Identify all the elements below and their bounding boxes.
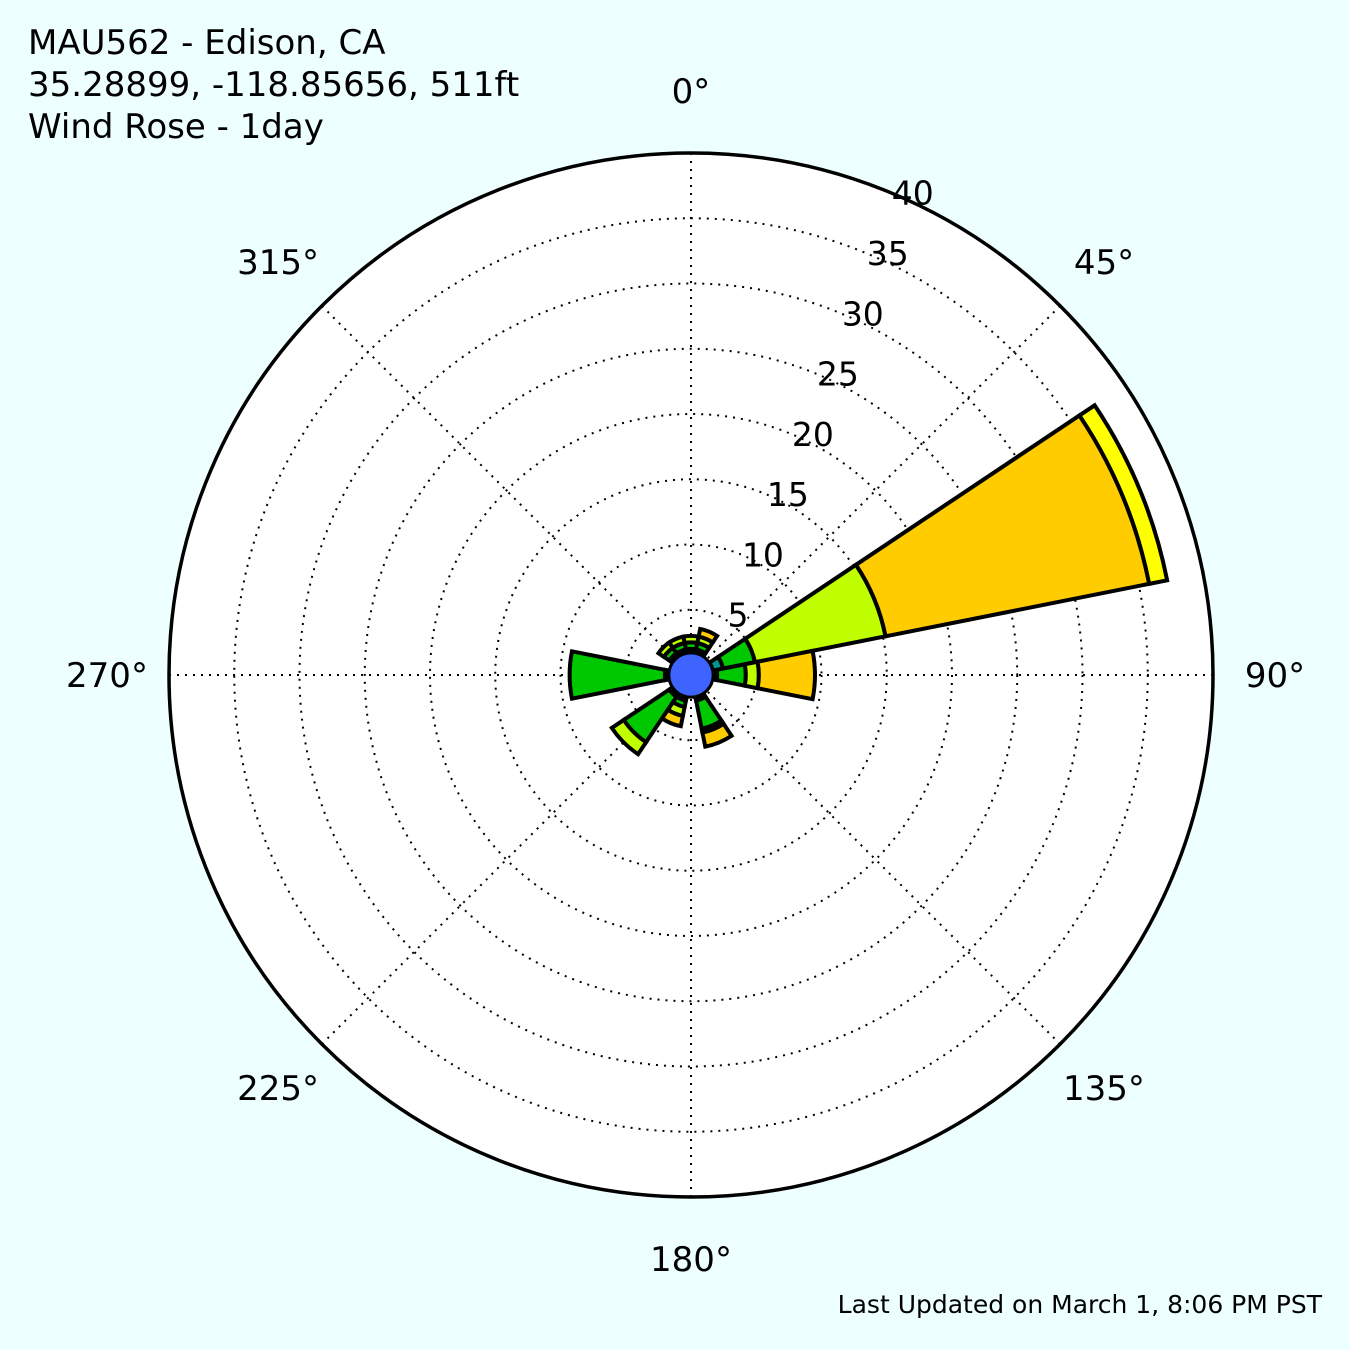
angle-tick-label-135: 135° <box>1063 1069 1145 1109</box>
sector-90-bin-2 <box>714 661 748 689</box>
radial-gridline-20 <box>429 413 953 937</box>
chart-title: Wind Rose - 1day <box>28 107 324 147</box>
station-location: 35.28899, -118.85656, 511ft <box>28 65 520 105</box>
sector-22.5-bin-4 <box>696 626 720 646</box>
calm-circle <box>667 651 715 699</box>
angle-tick-label-180: 180° <box>650 1240 732 1280</box>
radial-gridline-10 <box>559 543 823 807</box>
radial-tick-label-35: 35 <box>867 234 909 273</box>
radial-gridline-15 <box>494 478 888 872</box>
outer-ring <box>167 151 1215 1199</box>
label-layer: 5 10 15 20 25 30 35 40 0° 45° 90° 135° 180° 225° 270° 3… <box>66 72 1305 1280</box>
radial-tick-label-10: 10 <box>742 535 784 574</box>
angle-tick-label-315: 315° <box>237 243 319 283</box>
sector-67.5-bin-5 <box>1076 402 1170 587</box>
angle-tick-label-45: 45° <box>1074 243 1134 283</box>
grid-layer <box>169 153 1213 1197</box>
sector-337.5-bin-3 <box>666 634 687 651</box>
radial-tick-label-5: 5 <box>727 596 748 635</box>
chart-header: MAU562 - Edison, CA 35.28899, -118.85656… <box>28 22 519 148</box>
sector-270-bin-2 <box>567 648 668 702</box>
radial-tick-label-15: 15 <box>767 475 809 514</box>
radial-gridline-30 <box>298 282 1084 1068</box>
angle-tick-label-270: 270° <box>66 656 148 696</box>
angle-tick-label-90: 90° <box>1245 656 1305 696</box>
sector-157.5-bin-4 <box>700 721 735 750</box>
radial-tick-label-40: 40 <box>892 174 934 213</box>
radial-tick-label-25: 25 <box>817 355 859 394</box>
sector-90-bin-4 <box>755 648 817 702</box>
sector-225-bin-3 <box>609 717 649 757</box>
angle-tick-label-225: 225° <box>237 1069 319 1109</box>
radial-tick-label-30: 30 <box>842 294 884 333</box>
angle-tick-label-0: 0° <box>672 72 711 112</box>
radial-gridline-25 <box>363 347 1019 1003</box>
sector-layer <box>567 402 1170 757</box>
last-updated: Last Updated on March 1, 8:06 PM PST <box>837 1290 1322 1319</box>
radial-tick-label-20: 20 <box>792 415 834 454</box>
station-name: MAU562 - Edison, CA <box>28 23 386 63</box>
